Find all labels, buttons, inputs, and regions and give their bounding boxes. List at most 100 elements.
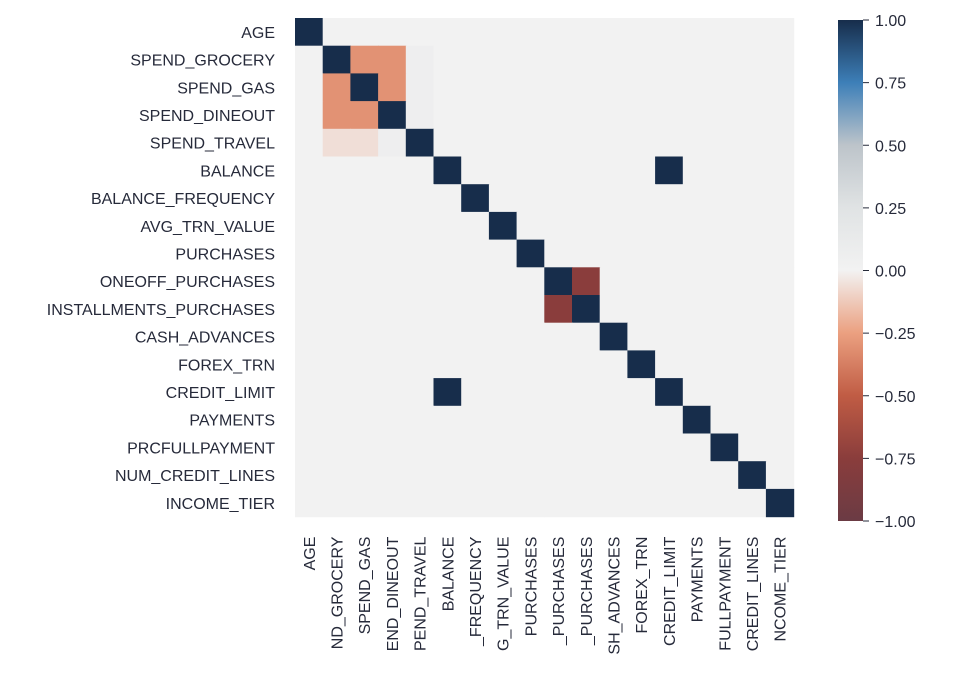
heatmap-cell-r9-c11: [599, 267, 628, 296]
heatmap-cell-r0-c3: [378, 18, 407, 47]
colorbar-tick-label-0: 1.00: [875, 13, 906, 30]
heatmap-cell-r10-c16: [738, 295, 767, 324]
heatmap-cell-r10-c13: [655, 295, 684, 324]
heatmap-cell-r12-c12: [627, 350, 656, 379]
heatmap-cell-r14-c5: [433, 405, 462, 435]
y-tick-label-spend-travel: SPEND_TRAVEL: [150, 136, 275, 153]
heatmap-cell-r5-c5: [433, 156, 462, 185]
y-tick-label-balance: BALANCE: [200, 163, 275, 180]
y-tick-label-payments: PAYMENTS: [189, 413, 275, 430]
heatmap-cell-r16-c3: [378, 461, 407, 490]
x-tick-label-10: _PURCHASES: [579, 537, 596, 646]
heatmap-cell-r7-c15: [710, 211, 739, 241]
heatmap-cell-r6-c11: [599, 184, 628, 213]
y-tick-label-spend-dineout: SPEND_DINEOUT: [139, 108, 275, 125]
heatmap-cell-r4-c10: [572, 128, 601, 158]
heatmap-cell-r7-c11: [599, 211, 628, 241]
heatmap-cell-r6-c2: [350, 184, 379, 213]
heatmap-cells: [295, 18, 795, 518]
heatmap-cell-r13-c2: [350, 378, 379, 407]
heatmap-cell-r8-c13: [655, 239, 684, 268]
heatmap-cell-r9-c8: [516, 267, 545, 296]
x-tick-label-1: ND_GROCERY: [330, 536, 347, 649]
heatmap-cell-r16-c4: [405, 461, 435, 490]
heatmap-cell-r8-c16: [738, 239, 767, 268]
heatmap-cell-r16-c10: [572, 461, 601, 490]
x-tick-label-15: FULLPAYMENT: [717, 536, 734, 650]
heatmap-cell-r17-c16: [738, 488, 767, 518]
heatmap-cell-r4-c9: [544, 128, 573, 158]
heatmap-cell-r8-c8: [516, 239, 545, 268]
heatmap-cell-r0-c9: [544, 18, 573, 47]
heatmap-cell-r14-c2: [350, 405, 379, 435]
heatmap-cell-r11-c9: [544, 322, 573, 351]
heatmap-cell-r12-c8: [516, 350, 545, 379]
heatmap-cell-r8-c5: [433, 239, 462, 268]
heatmap-cell-r5-c7: [488, 156, 518, 185]
heatmap-cell-r9-c6: [461, 267, 490, 296]
heatmap-cell-r3-c5: [433, 101, 462, 130]
heatmap-cell-r8-c3: [378, 239, 407, 268]
heatmap-cell-r0-c11: [599, 18, 628, 47]
heatmap-cell-r12-c14: [682, 350, 712, 379]
heatmap-cell-r0-c5: [433, 18, 462, 47]
heatmap-cell-r14-c12: [627, 405, 656, 435]
heatmap-cell-r3-c4: [405, 101, 435, 130]
heatmap-cell-r8-c4: [405, 239, 435, 268]
heatmap-cell-r5-c0: [295, 156, 324, 185]
y-tick-label-oneoff-purchases: ONEOFF_PURCHASES: [100, 274, 275, 291]
heatmap-cell-r4-c14: [682, 128, 712, 158]
heatmap-cell-r10-c3: [378, 295, 407, 324]
heatmap-cell-r2-c16: [738, 73, 767, 102]
heatmap-cell-r5-c2: [350, 156, 379, 185]
heatmap-cell-r4-c3: [378, 128, 407, 158]
heatmap-cell-r3-c16: [738, 101, 767, 130]
y-tick-label-spend-gas: SPEND_GAS: [177, 80, 275, 97]
heatmap-cell-r8-c2: [350, 239, 379, 268]
heatmap-cell-r3-c10: [572, 101, 601, 130]
heatmap-cell-r6-c7: [488, 184, 518, 213]
heatmap-cell-r10-c14: [682, 295, 712, 324]
heatmap-cell-r1-c0: [295, 45, 324, 74]
x-tick-label-17: NCOME_TIER: [773, 537, 790, 642]
heatmap-cell-r6-c1: [322, 184, 351, 213]
heatmap-cell-r8-c15: [710, 239, 739, 268]
heatmap-cell-r7-c14: [682, 211, 712, 241]
heatmap-cell-r10-c8: [516, 295, 545, 324]
heatmap-cell-r11-c3: [378, 322, 407, 351]
heatmap-cell-r13-c11: [599, 378, 628, 407]
heatmap-cell-r4-c17: [765, 128, 795, 158]
heatmap-cell-r13-c0: [295, 378, 324, 407]
heatmap-cell-r14-c3: [378, 405, 407, 435]
heatmap-cell-r9-c3: [378, 267, 407, 296]
heatmap-cell-r12-c7: [488, 350, 518, 379]
heatmap-cell-r3-c2: [350, 101, 379, 130]
heatmap-cell-r3-c17: [765, 101, 795, 130]
heatmap-cell-r5-c3: [378, 156, 407, 185]
heatmap-cell-r0-c14: [682, 18, 712, 47]
heatmap-cell-r6-c12: [627, 184, 656, 213]
heatmap-cell-r3-c8: [516, 101, 545, 130]
heatmap-cell-r13-c9: [544, 378, 573, 407]
y-tick-label-installments-purchases: INSTALLMENTS_PURCHASES: [47, 302, 275, 319]
heatmap-cell-r8-c14: [682, 239, 712, 268]
heatmap-cell-r15-c9: [544, 433, 573, 462]
heatmap-cell-r6-c16: [738, 184, 767, 213]
heatmap-cell-r14-c4: [405, 405, 435, 435]
heatmap-cell-r1-c15: [710, 45, 739, 74]
heatmap-cell-r3-c13: [655, 101, 684, 130]
y-tick-label-prcfullpayment: PRCFULLPAYMENT: [127, 440, 275, 457]
heatmap-cell-r0-c8: [516, 18, 545, 47]
heatmap-cell-r11-c8: [516, 322, 545, 351]
heatmap-cell-r1-c11: [599, 45, 628, 74]
heatmap-cell-r4-c8: [516, 128, 545, 158]
heatmap-cell-r0-c13: [655, 18, 684, 47]
heatmap-cell-r14-c17: [765, 405, 795, 435]
heatmap-cell-r5-c13: [655, 156, 684, 185]
heatmap-cell-r11-c4: [405, 322, 435, 351]
heatmap-cell-r15-c13: [655, 433, 684, 462]
heatmap-cell-r13-c1: [322, 378, 351, 407]
heatmap-cell-r16-c9: [544, 461, 573, 490]
heatmap-cell-r17-c8: [516, 488, 545, 518]
